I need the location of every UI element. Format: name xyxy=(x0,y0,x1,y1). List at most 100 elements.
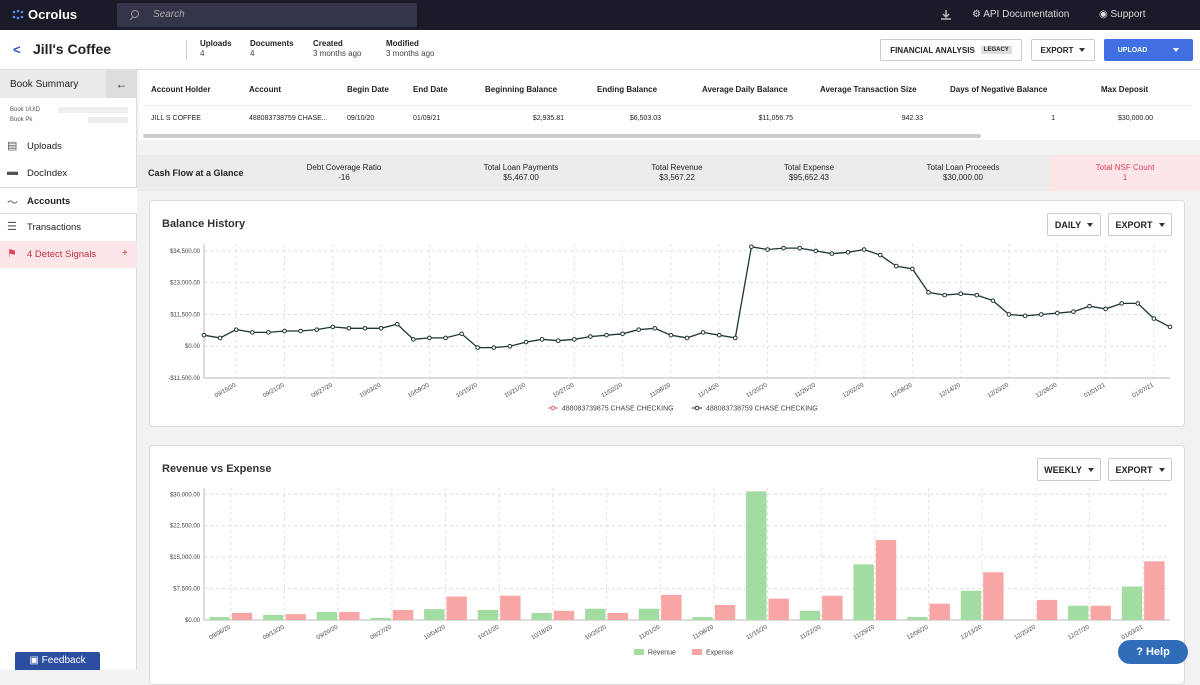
bar xyxy=(231,612,253,620)
api-doc-link[interactable]: ⚙ API Documentation xyxy=(972,9,1070,20)
upload-text: UPLOAD xyxy=(1117,46,1148,54)
point xyxy=(298,328,303,334)
bar xyxy=(316,612,338,620)
bar xyxy=(822,595,843,620)
metric-value: -16 xyxy=(338,173,350,182)
y-tick-label: $7,500.00 xyxy=(173,587,200,593)
bar xyxy=(692,617,713,620)
stat-label: Created xyxy=(313,39,343,48)
feedback-button[interactable]: ▣ Feedback xyxy=(15,652,100,670)
bar xyxy=(392,609,414,620)
bar xyxy=(907,617,928,620)
bar xyxy=(1144,561,1165,620)
bar xyxy=(446,596,467,620)
summary-row[interactable]: Book Summary ← xyxy=(0,70,137,98)
legend-swatch xyxy=(633,649,644,655)
book-title: Jill's Coffee xyxy=(33,41,112,57)
point xyxy=(475,345,481,350)
point xyxy=(394,321,400,327)
y-tick-label: $11,500.00 xyxy=(170,312,200,318)
header: < Jill's Coffee Uploads 4 Documents 4 Create… xyxy=(0,30,1200,70)
table-cell: 01/09/21 xyxy=(413,115,441,122)
uuid-label: Book UUID xyxy=(10,107,41,113)
metric-value: 1 xyxy=(1122,173,1128,182)
column-header: Account xyxy=(249,85,281,94)
stat-label: Uploads xyxy=(200,39,232,48)
bar xyxy=(1121,586,1143,620)
analysis-button[interactable]: FINANCIAL ANALYSIS LEGACY xyxy=(880,39,1022,61)
help-button[interactable]: ? Help xyxy=(1118,640,1188,664)
bar xyxy=(424,609,445,620)
metric-value: $5,467.00 xyxy=(503,173,539,182)
column-header: Ending Balance xyxy=(597,85,658,94)
bar xyxy=(960,590,982,620)
chart-button[interactable]: EXPORT xyxy=(1108,213,1172,236)
metric-value: $30,000.00 xyxy=(942,173,984,182)
stat-value: 4 xyxy=(200,49,205,58)
point xyxy=(1167,324,1173,330)
nav-item[interactable]: ☰ Transactions xyxy=(0,214,137,241)
bar xyxy=(768,598,789,620)
point xyxy=(604,332,609,338)
x-tick-label: 11/15/20 xyxy=(746,624,769,641)
back-button[interactable]: < xyxy=(13,42,21,57)
x-tick-label: 09/21/20 xyxy=(262,382,286,399)
legend-swatch xyxy=(692,649,702,655)
point xyxy=(668,332,674,338)
y-tick-label: $30,000.00 xyxy=(170,492,201,498)
point xyxy=(845,249,851,255)
point xyxy=(233,327,239,332)
upload-button[interactable]: UPLOAD xyxy=(1104,39,1193,61)
chart-button-text: EXPORT xyxy=(1115,464,1153,475)
point xyxy=(1103,306,1108,312)
point xyxy=(282,328,287,334)
table-cell: $11,056.75 xyxy=(758,115,793,122)
chart-button[interactable]: DAILY xyxy=(1047,213,1101,236)
stat-label: Modified xyxy=(386,39,419,48)
accounts-table: Account Holder Account Begin Date End Date B… xyxy=(139,70,1200,140)
nav-item[interactable]: ▤ Uploads xyxy=(0,133,137,160)
pk-label: Book Pk xyxy=(10,117,33,123)
stat-value: 3 months ago xyxy=(313,49,362,58)
chart-button[interactable]: WEEKLY xyxy=(1037,458,1101,481)
column-header: End Date xyxy=(413,85,448,94)
table-cell: 09/10/20 xyxy=(347,115,375,122)
brand: Ocrolus xyxy=(28,7,78,22)
point xyxy=(716,332,722,338)
nav-item[interactable]: ▬ DocIndex xyxy=(0,160,137,187)
nav-text: Uploads xyxy=(27,141,62,152)
bar xyxy=(585,608,606,620)
bar xyxy=(531,612,552,620)
nav-icon: 〜 xyxy=(7,197,18,209)
scrollbar[interactable] xyxy=(143,134,981,138)
legacy-badge: LEGACY xyxy=(980,46,1012,54)
collapse-button[interactable]: ← xyxy=(106,70,137,98)
add-icon[interactable]: + xyxy=(122,248,128,259)
bar xyxy=(1036,599,1058,620)
table-cell: $6,503.03 xyxy=(629,115,661,122)
legend-label: Revenue xyxy=(648,650,676,657)
export-button[interactable]: EXPORT xyxy=(1031,39,1095,61)
x-tick-label: 01/03/21 xyxy=(1121,624,1145,641)
help-text: Help xyxy=(1145,646,1170,658)
nav-text: DocIndex xyxy=(27,168,68,179)
chart-button[interactable]: EXPORT xyxy=(1108,458,1172,481)
nav-item[interactable]: ⚑ 4 Detect Signals + xyxy=(0,241,137,268)
point xyxy=(201,332,207,338)
x-tick-label: 09/15/20 xyxy=(214,382,238,399)
search-box[interactable]: Search xyxy=(117,3,417,27)
x-tick-label: 10/03/20 xyxy=(359,382,383,399)
point xyxy=(974,292,980,298)
nav-item[interactable]: 〜 Accounts xyxy=(0,187,137,214)
point xyxy=(1087,303,1092,309)
search-icon xyxy=(129,10,139,21)
download-icon[interactable] xyxy=(940,9,952,21)
column-header: Beginning Balance xyxy=(485,85,558,94)
bar xyxy=(209,617,230,620)
caret xyxy=(1087,467,1094,472)
caret xyxy=(1158,222,1165,227)
x-tick-label: 11/08/20 xyxy=(649,382,672,399)
top-nav: Ocrolus Search ⚙ API Documentation ◉ Sup… xyxy=(0,0,1200,30)
bar xyxy=(1090,605,1111,620)
support-link[interactable]: ◉ Support xyxy=(1099,9,1146,20)
